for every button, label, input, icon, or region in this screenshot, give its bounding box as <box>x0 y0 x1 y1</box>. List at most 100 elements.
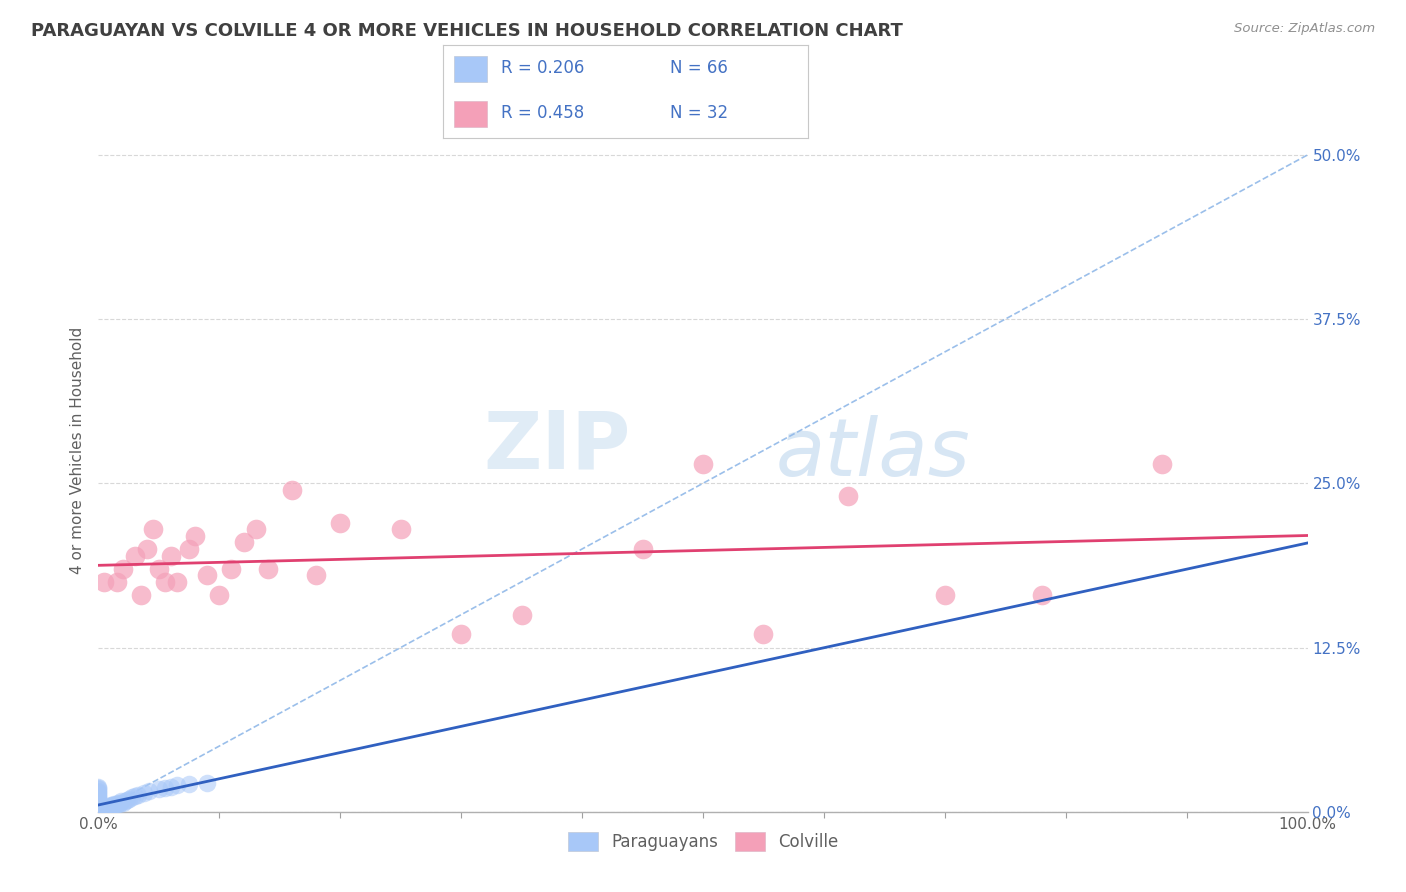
Point <box>107 796 129 810</box>
Point <box>87 804 110 818</box>
Text: N = 66: N = 66 <box>669 60 727 78</box>
Point <box>87 791 110 805</box>
Point <box>142 522 165 536</box>
Text: Source: ZipAtlas.com: Source: ZipAtlas.com <box>1234 22 1375 36</box>
Point <box>87 802 110 816</box>
Point <box>87 788 110 802</box>
Point <box>87 789 110 803</box>
Point <box>195 776 218 790</box>
Point <box>87 805 110 819</box>
Bar <box>454 56 486 82</box>
Point <box>245 522 267 536</box>
Point <box>100 798 122 813</box>
Point <box>87 783 110 797</box>
Point <box>129 588 152 602</box>
Point <box>87 801 110 815</box>
Point <box>91 802 114 816</box>
Point <box>389 522 412 536</box>
Point <box>305 568 328 582</box>
Point <box>87 786 110 800</box>
Point <box>100 799 122 814</box>
Text: PARAGUAYAN VS COLVILLE 4 OR MORE VEHICLES IN HOUSEHOLD CORRELATION CHART: PARAGUAYAN VS COLVILLE 4 OR MORE VEHICLE… <box>31 22 903 40</box>
Point <box>87 794 110 808</box>
Point <box>105 574 128 589</box>
Point <box>134 786 156 800</box>
Point <box>114 794 136 808</box>
Point <box>103 797 125 811</box>
Point <box>87 797 110 811</box>
Point <box>166 779 188 793</box>
Point <box>91 802 114 816</box>
Point <box>87 798 110 813</box>
Point <box>87 793 110 807</box>
Point <box>93 801 115 815</box>
Point <box>87 805 110 819</box>
Text: R = 0.458: R = 0.458 <box>502 104 585 122</box>
Point <box>221 562 243 576</box>
Point <box>184 529 207 543</box>
Point <box>256 562 278 576</box>
Y-axis label: 4 or more Vehicles in Household: 4 or more Vehicles in Household <box>69 326 84 574</box>
Point <box>87 804 110 818</box>
Point <box>837 490 859 504</box>
Point <box>97 799 120 814</box>
Text: N = 32: N = 32 <box>669 104 728 122</box>
Point <box>692 457 714 471</box>
Point <box>166 574 188 589</box>
Point <box>90 805 112 819</box>
Text: atlas: atlas <box>776 415 970 493</box>
Point <box>105 797 128 811</box>
Point <box>100 799 122 814</box>
Point <box>1031 588 1053 602</box>
Point <box>160 780 183 794</box>
Point <box>87 790 110 805</box>
Point <box>118 791 141 805</box>
Point <box>195 568 218 582</box>
Point <box>87 791 110 805</box>
Point <box>135 541 157 556</box>
Point <box>179 777 201 791</box>
Point <box>87 780 110 794</box>
Point <box>98 801 121 815</box>
Point <box>232 535 254 549</box>
Point <box>124 549 146 563</box>
Point <box>108 797 131 811</box>
Point <box>160 549 183 563</box>
Text: R = 0.206: R = 0.206 <box>502 60 585 78</box>
Point <box>87 805 110 819</box>
Point <box>153 574 176 589</box>
Point <box>94 802 117 816</box>
Point <box>111 796 134 810</box>
Point <box>87 798 110 813</box>
Point <box>111 562 134 576</box>
Point <box>127 788 149 802</box>
Point <box>91 804 114 818</box>
Point <box>179 541 201 556</box>
Point <box>510 607 533 622</box>
Point <box>148 562 170 576</box>
Point <box>124 789 146 803</box>
Point <box>87 796 110 810</box>
Point <box>110 794 132 808</box>
Point <box>87 799 110 814</box>
Point <box>108 796 131 810</box>
Point <box>117 793 139 807</box>
Point <box>87 805 110 819</box>
Point <box>138 783 160 797</box>
Point <box>87 801 110 815</box>
Point <box>87 802 110 816</box>
Point <box>934 588 956 602</box>
Point <box>87 785 110 799</box>
Point <box>93 574 115 589</box>
Point <box>1152 457 1174 471</box>
Point <box>101 798 124 813</box>
Point <box>752 627 775 641</box>
Point <box>329 516 352 530</box>
Point <box>148 782 170 797</box>
Point <box>631 541 654 556</box>
Point <box>96 801 118 815</box>
Point <box>87 805 110 819</box>
Text: ZIP: ZIP <box>484 408 630 486</box>
Bar <box>454 101 486 127</box>
Legend: Paraguayans, Colville: Paraguayans, Colville <box>561 825 845 857</box>
